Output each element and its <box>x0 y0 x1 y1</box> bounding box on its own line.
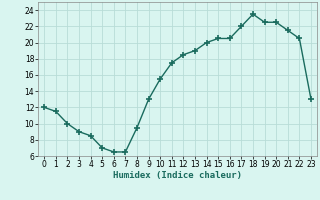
X-axis label: Humidex (Indice chaleur): Humidex (Indice chaleur) <box>113 171 242 180</box>
